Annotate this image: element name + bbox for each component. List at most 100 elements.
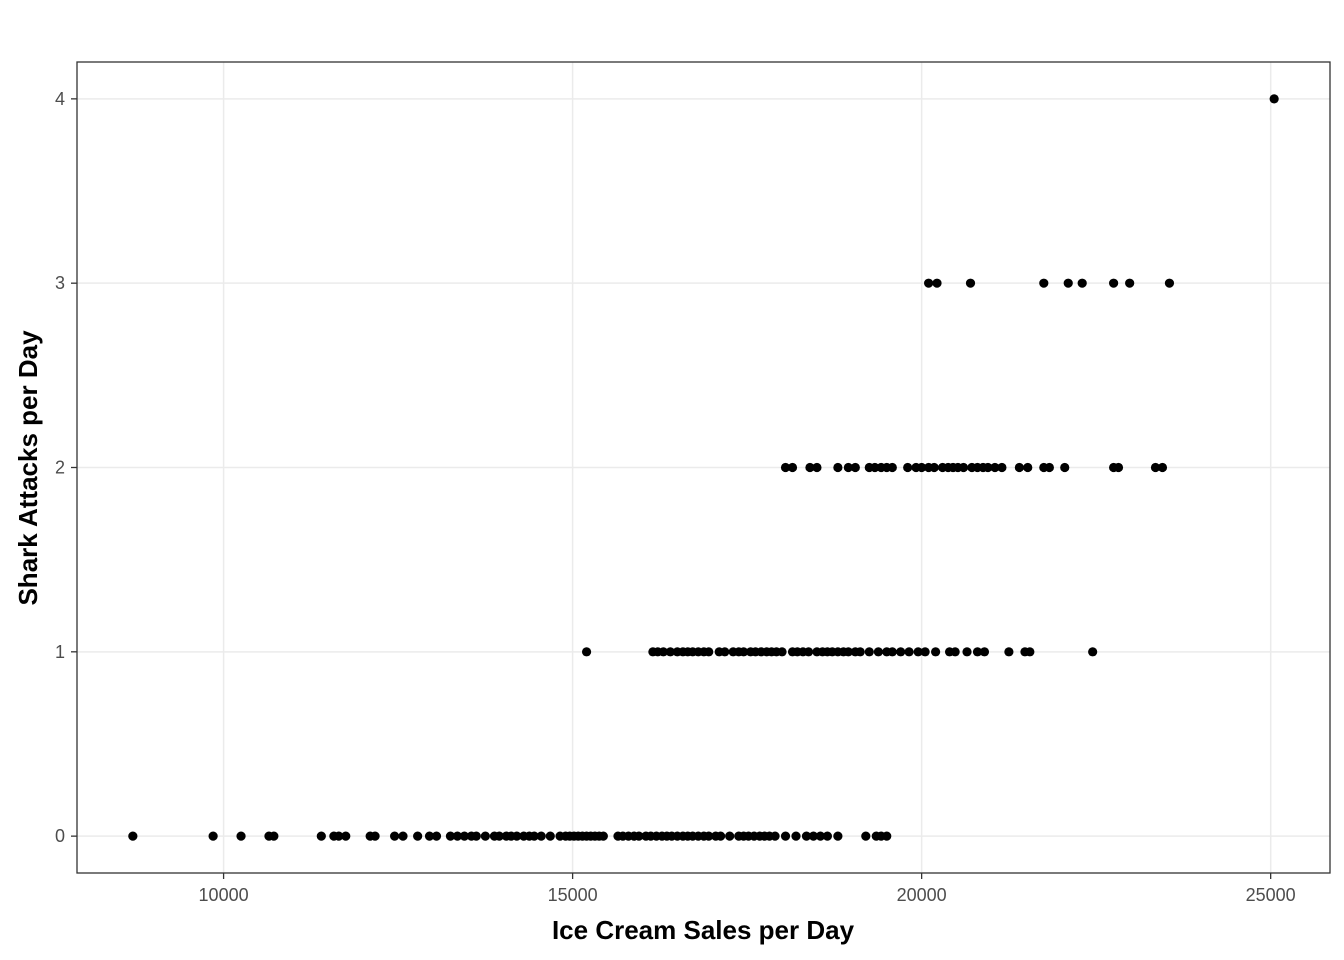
data-point	[787, 462, 798, 473]
data-point	[1004, 647, 1014, 657]
data-point	[1088, 647, 1098, 657]
data-point	[341, 831, 351, 841]
data-point	[805, 462, 815, 473]
data-point	[896, 647, 906, 657]
data-point	[962, 647, 972, 657]
x-axis: 10000 15000 20000 25000	[199, 873, 1296, 905]
y-tick-label: 1	[55, 642, 65, 662]
data-point	[471, 831, 481, 841]
data-point	[445, 831, 456, 841]
data-point	[843, 462, 853, 473]
data-point	[990, 462, 1000, 473]
data-point	[1113, 462, 1124, 473]
data-point	[929, 462, 939, 473]
data-point	[1269, 94, 1279, 104]
x-axis-title: Ice Cream Sales per Day	[552, 915, 855, 945]
data-point	[958, 462, 969, 473]
data-point	[494, 831, 504, 841]
data-point	[812, 462, 822, 473]
data-point	[1109, 278, 1119, 288]
data-point	[965, 278, 976, 288]
data-point	[780, 462, 791, 473]
data-point	[1044, 462, 1054, 473]
data-point	[887, 462, 897, 473]
data-point	[861, 831, 871, 841]
data-point	[904, 647, 914, 657]
data-points	[128, 94, 1279, 841]
data-point	[536, 831, 546, 841]
data-point	[843, 647, 853, 657]
data-point	[725, 831, 735, 841]
data-point	[950, 647, 960, 657]
data-point	[882, 831, 892, 841]
y-axis: 0 1 2 3 4	[55, 89, 77, 846]
x-tick-label: 25000	[1246, 885, 1296, 905]
data-point	[1125, 278, 1135, 288]
data-point	[480, 831, 490, 841]
data-point	[720, 647, 730, 657]
data-point	[972, 647, 983, 657]
data-point	[1014, 462, 1024, 473]
data-point	[850, 462, 860, 473]
data-point	[920, 647, 930, 657]
data-point	[236, 831, 246, 841]
data-point	[431, 831, 442, 841]
data-point	[1164, 278, 1175, 288]
y-tick-label: 4	[55, 89, 65, 109]
data-point	[864, 647, 874, 657]
data-point	[598, 831, 608, 841]
data-point	[822, 831, 833, 841]
y-tick-label: 3	[55, 273, 65, 293]
data-point	[128, 831, 138, 841]
data-point	[931, 647, 941, 657]
data-point	[424, 831, 435, 841]
data-point	[208, 831, 218, 841]
data-point	[529, 831, 539, 841]
data-point	[924, 278, 934, 288]
data-point	[791, 831, 801, 841]
data-point	[997, 462, 1007, 473]
data-point	[887, 647, 897, 657]
data-point	[873, 647, 883, 657]
data-point	[1039, 278, 1049, 288]
data-point	[1060, 462, 1070, 473]
data-point	[459, 831, 470, 841]
data-point	[658, 647, 668, 657]
data-point	[634, 831, 644, 841]
data-point	[979, 647, 990, 657]
data-point	[716, 831, 726, 841]
data-point	[808, 831, 819, 841]
data-point	[770, 831, 780, 841]
data-point	[704, 647, 714, 657]
data-point	[815, 831, 826, 841]
data-point	[780, 831, 791, 841]
data-point	[413, 831, 423, 841]
data-point	[932, 278, 942, 288]
data-point	[917, 462, 927, 473]
data-point	[1023, 462, 1033, 473]
data-point	[334, 831, 344, 841]
data-point	[1150, 462, 1161, 473]
data-point	[913, 647, 923, 657]
data-point	[983, 462, 993, 473]
data-point	[1157, 462, 1168, 473]
data-point	[704, 831, 714, 841]
data-point	[833, 462, 843, 473]
data-point	[803, 647, 814, 657]
y-axis-title: Shark Attacks per Day	[13, 330, 43, 606]
x-tick-label: 20000	[897, 885, 947, 905]
data-point	[512, 831, 522, 841]
data-point	[370, 831, 380, 841]
data-point	[398, 831, 408, 841]
data-point	[316, 831, 326, 841]
data-point	[777, 647, 787, 657]
data-point	[903, 462, 913, 473]
data-point	[739, 647, 749, 657]
x-tick-label: 10000	[199, 885, 249, 905]
data-point	[1063, 278, 1073, 288]
data-point	[665, 647, 675, 657]
y-tick-label: 2	[55, 458, 65, 478]
y-tick-label: 0	[55, 826, 65, 846]
data-point	[390, 831, 400, 841]
